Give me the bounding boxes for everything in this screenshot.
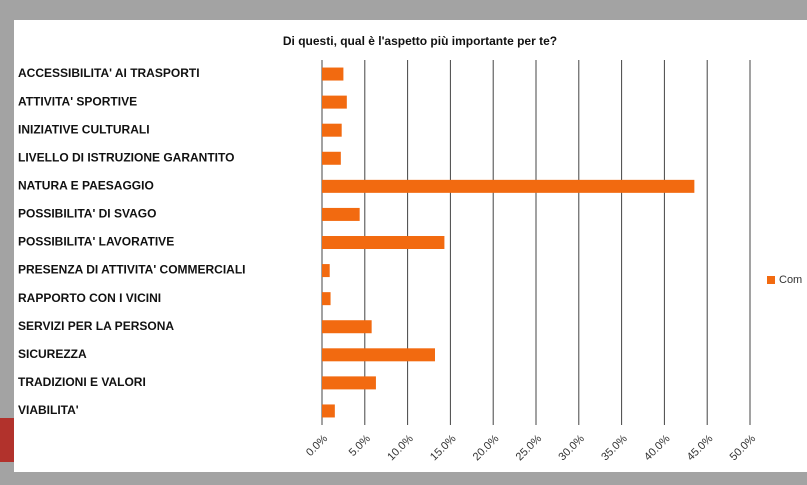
y-tick-label: ACCESSIBILITA' AI TRASPORTI bbox=[18, 66, 200, 80]
legend-label: Com bbox=[779, 274, 802, 286]
y-tick-label: POSSIBILITA' LAVORATIVE bbox=[18, 235, 174, 249]
bar bbox=[322, 292, 331, 306]
bar bbox=[322, 151, 341, 165]
chart-title: Di questi, qual è l'aspetto più importan… bbox=[283, 34, 557, 48]
y-tick-label: RAPPORTO CON I VICINI bbox=[18, 291, 161, 305]
y-tick-label: SERVIZI PER LA PERSONA bbox=[18, 319, 174, 333]
bar bbox=[322, 404, 335, 418]
bar bbox=[322, 236, 445, 249]
bar bbox=[322, 179, 695, 193]
legend-swatch bbox=[767, 276, 775, 284]
bar bbox=[322, 207, 360, 221]
y-tick-label: NATURA E PAESAGGIO bbox=[18, 179, 154, 193]
y-tick-label: PRESENZA DI ATTIVITA' COMMERCIALI bbox=[18, 263, 246, 277]
bar bbox=[322, 376, 376, 390]
bar bbox=[322, 67, 344, 81]
logo-fragment bbox=[0, 418, 14, 462]
bar bbox=[322, 320, 372, 334]
bar bbox=[322, 123, 342, 137]
y-tick-label: INIZIATIVE CULTURALI bbox=[18, 122, 150, 136]
y-tick-label: SICUREZZA bbox=[18, 347, 87, 361]
y-tick-label: VIABILITA' bbox=[18, 403, 79, 417]
y-tick-label: TRADIZIONI E VALORI bbox=[18, 375, 146, 389]
y-tick-label: POSSIBILITA' DI SVAGO bbox=[18, 207, 156, 221]
bar bbox=[322, 95, 347, 109]
bar bbox=[322, 348, 435, 362]
bar bbox=[322, 264, 330, 278]
y-tick-label: LIVELLO DI ISTRUZIONE GARANTITO bbox=[18, 150, 234, 164]
y-tick-label: ATTIVITA' SPORTIVE bbox=[18, 94, 137, 108]
